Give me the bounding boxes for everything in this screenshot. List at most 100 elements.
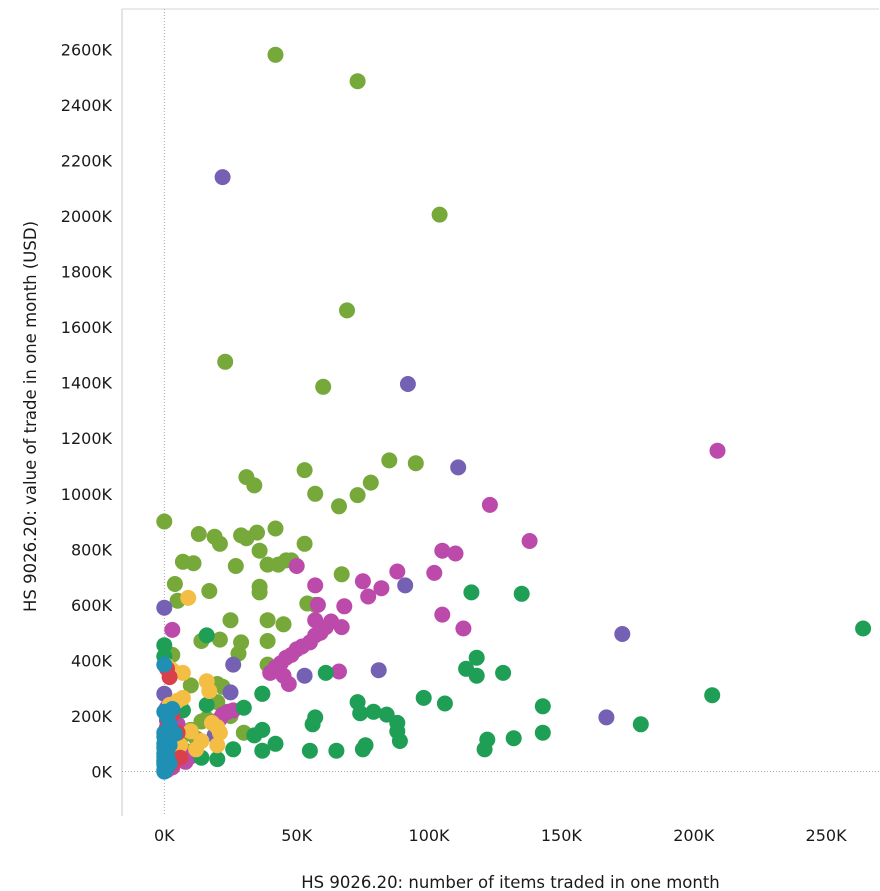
data-point — [235, 699, 252, 716]
data-point — [198, 696, 215, 713]
data-point — [436, 695, 453, 712]
data-point — [349, 73, 366, 90]
x-axis-title: HS 9026.20: number of items traded in on… — [301, 873, 720, 891]
data-point — [495, 664, 512, 681]
data-point — [259, 633, 276, 649]
data-point — [301, 742, 318, 759]
data-point — [447, 545, 464, 562]
y-tick-label: 0K — [91, 763, 112, 782]
data-point — [391, 733, 408, 749]
data-point — [182, 677, 199, 694]
data-point — [182, 723, 199, 740]
y-tick-label: 1400K — [61, 374, 113, 393]
data-point — [354, 573, 371, 590]
data-point — [632, 716, 649, 733]
data-point — [211, 631, 228, 648]
y-tick-label: 600K — [71, 596, 113, 615]
data-point — [222, 612, 239, 629]
data-point — [280, 676, 297, 692]
x-tick-label: 100K — [409, 826, 451, 845]
y-tick-label: 800K — [71, 540, 113, 559]
data-point — [307, 485, 324, 502]
data-point — [317, 664, 334, 681]
data-point — [259, 612, 276, 629]
data-point — [360, 588, 377, 605]
data-point — [328, 742, 345, 759]
data-point — [598, 709, 615, 726]
data-point — [180, 589, 197, 606]
data-point — [855, 620, 872, 637]
data-point — [201, 683, 218, 699]
x-tick-label: 0K — [154, 826, 175, 845]
data-point — [468, 667, 485, 684]
data-point — [238, 530, 255, 547]
data-point — [251, 542, 268, 559]
data-point — [333, 619, 350, 636]
data-point — [399, 376, 416, 392]
data-point — [156, 637, 173, 654]
data-point — [174, 664, 191, 681]
data-point — [455, 620, 472, 637]
data-point — [156, 656, 173, 673]
data-point — [513, 585, 530, 602]
data-point — [190, 526, 207, 542]
data-point — [415, 689, 432, 706]
data-point — [159, 746, 175, 763]
data-point — [222, 684, 239, 701]
x-tick-label: 200K — [673, 826, 715, 845]
data-point — [426, 564, 443, 581]
data-point — [217, 353, 234, 370]
data-point — [225, 741, 242, 758]
y-tick-label: 1800K — [61, 263, 113, 282]
data-point — [209, 751, 226, 768]
data-point — [534, 698, 551, 715]
y-tick-label: 1000K — [61, 485, 113, 504]
y-tick-label: 200K — [71, 707, 113, 726]
y-axis-title: HS 9026.20: value of trade in one month … — [21, 221, 40, 612]
data-point — [505, 730, 522, 747]
data-point — [407, 455, 424, 472]
data-point — [275, 616, 292, 633]
data-point — [267, 735, 284, 752]
data-point — [267, 46, 284, 63]
y-tick-label: 1600K — [61, 318, 113, 337]
data-point — [185, 555, 202, 572]
data-point — [254, 685, 271, 702]
data-point — [704, 687, 721, 704]
x-tick-label: 50K — [281, 826, 312, 845]
data-point — [246, 477, 263, 494]
data-point — [397, 577, 414, 594]
data-point — [349, 487, 366, 504]
data-point — [188, 741, 205, 758]
data-point — [211, 724, 228, 741]
data-point — [288, 558, 305, 574]
data-point — [476, 741, 493, 758]
data-point — [156, 599, 173, 616]
data-point — [370, 662, 387, 679]
data-point — [296, 667, 313, 684]
data-point — [362, 474, 379, 491]
data-point — [214, 169, 231, 186]
data-point — [304, 716, 321, 733]
data-point — [333, 566, 350, 583]
series-1 — [156, 46, 448, 763]
series-7 — [156, 656, 183, 780]
series-4 — [156, 584, 872, 768]
data-point — [431, 206, 448, 223]
y-tick-label: 2000K — [61, 207, 113, 226]
x-tick-label: 250K — [806, 826, 848, 845]
y-tick-label: 2200K — [61, 151, 113, 170]
data-point — [309, 596, 326, 613]
data-point — [201, 583, 218, 599]
data-point — [211, 535, 228, 552]
data-point — [709, 442, 726, 459]
data-point — [227, 558, 244, 574]
data-point — [331, 498, 347, 515]
data-point — [161, 669, 178, 686]
data-point — [339, 302, 355, 319]
data-point — [296, 535, 313, 552]
data-point — [315, 378, 332, 395]
data-point — [251, 584, 268, 601]
data-point — [389, 563, 406, 580]
